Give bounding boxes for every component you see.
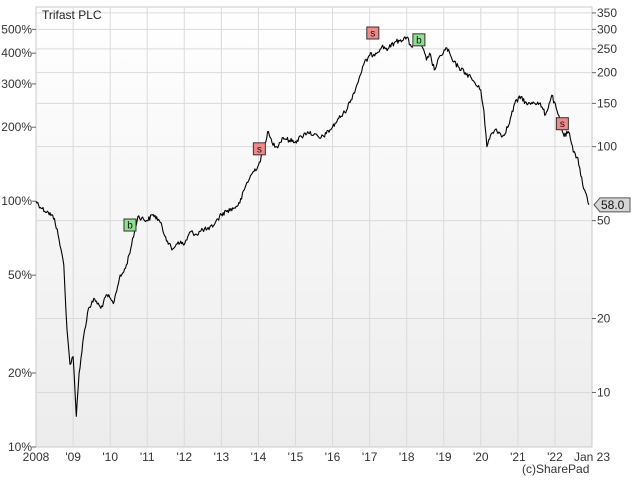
- y-right-tick-label: 350: [597, 6, 617, 20]
- y-left-tick-label: 50%: [8, 268, 32, 282]
- x-tick-label: Jan 23: [574, 450, 610, 464]
- y-left-tick-label: 300%: [1, 77, 32, 91]
- y-right-tick-label: 10: [597, 385, 611, 399]
- x-tick-label: '17: [362, 450, 378, 464]
- credit-label: (c)SharePad: [522, 462, 589, 476]
- x-tick-label: '11: [140, 450, 155, 464]
- signal-label: s: [257, 144, 262, 155]
- trade-signals: b s s b s: [123, 26, 569, 232]
- x-tick-label: '20: [473, 450, 489, 464]
- x-tick-label: '12: [176, 450, 192, 464]
- x-tick-label: '10: [102, 450, 118, 464]
- x-tick-label: '09: [65, 450, 81, 464]
- x-tick-label: '13: [214, 450, 230, 464]
- y-right-tick-label: 50: [597, 214, 611, 228]
- signal-label: s: [560, 119, 565, 130]
- last-value-label: 58.0: [601, 198, 625, 212]
- y-left-tick-label: 200%: [1, 120, 32, 134]
- buy-signal: b: [412, 33, 426, 47]
- signal-box: [412, 33, 426, 47]
- signal-box: [366, 26, 380, 40]
- axis-ticks: 2008 '09 '10 '11 '12 '13 '14 '15 '16 '17 '18 '19 '20…: [1, 6, 617, 464]
- y-right-tick-label: 200: [597, 66, 617, 80]
- sell-signal: s: [366, 26, 380, 40]
- signal-box: [123, 218, 137, 232]
- last-value-tag: [593, 197, 631, 213]
- y-right-tick-label: 150: [597, 96, 617, 110]
- signal-label: s: [370, 29, 375, 40]
- x-tick-label: '21: [510, 450, 526, 464]
- y-right-tick-label: 250: [597, 42, 617, 56]
- y-left-tick-label: 100%: [1, 194, 32, 208]
- buy-signal: b: [123, 218, 137, 232]
- x-tick-label: 2008: [23, 450, 50, 464]
- signal-box: [252, 142, 266, 156]
- y-left-tick-label: 20%: [8, 366, 32, 380]
- last-value-marker: 58.0: [593, 197, 631, 213]
- signal-box: [555, 117, 569, 131]
- y-right-tick-label: 100: [597, 140, 617, 154]
- y-left-tick-label: 400%: [1, 46, 32, 60]
- x-tick-label: '14: [251, 450, 267, 464]
- y-left-tick-label: 10%: [8, 440, 32, 454]
- sell-signal: s: [555, 117, 569, 131]
- x-tick-label: '19: [436, 450, 452, 464]
- sell-signal: s: [252, 142, 266, 156]
- y-left-tick-label: 500%: [1, 22, 32, 36]
- x-tick-label: '22: [547, 450, 563, 464]
- x-tick-label: '16: [325, 450, 341, 464]
- y-right-tick-label: 300: [597, 22, 617, 36]
- x-tick-label: '18: [399, 450, 415, 464]
- x-tick-label: '15: [288, 450, 304, 464]
- chart-title: Trifast PLC: [42, 8, 102, 22]
- price-line: [35, 36, 590, 417]
- signal-label: b: [127, 221, 133, 232]
- signal-label: b: [416, 35, 422, 46]
- y-right-tick-label: 20: [597, 311, 611, 325]
- price-series: [35, 36, 590, 417]
